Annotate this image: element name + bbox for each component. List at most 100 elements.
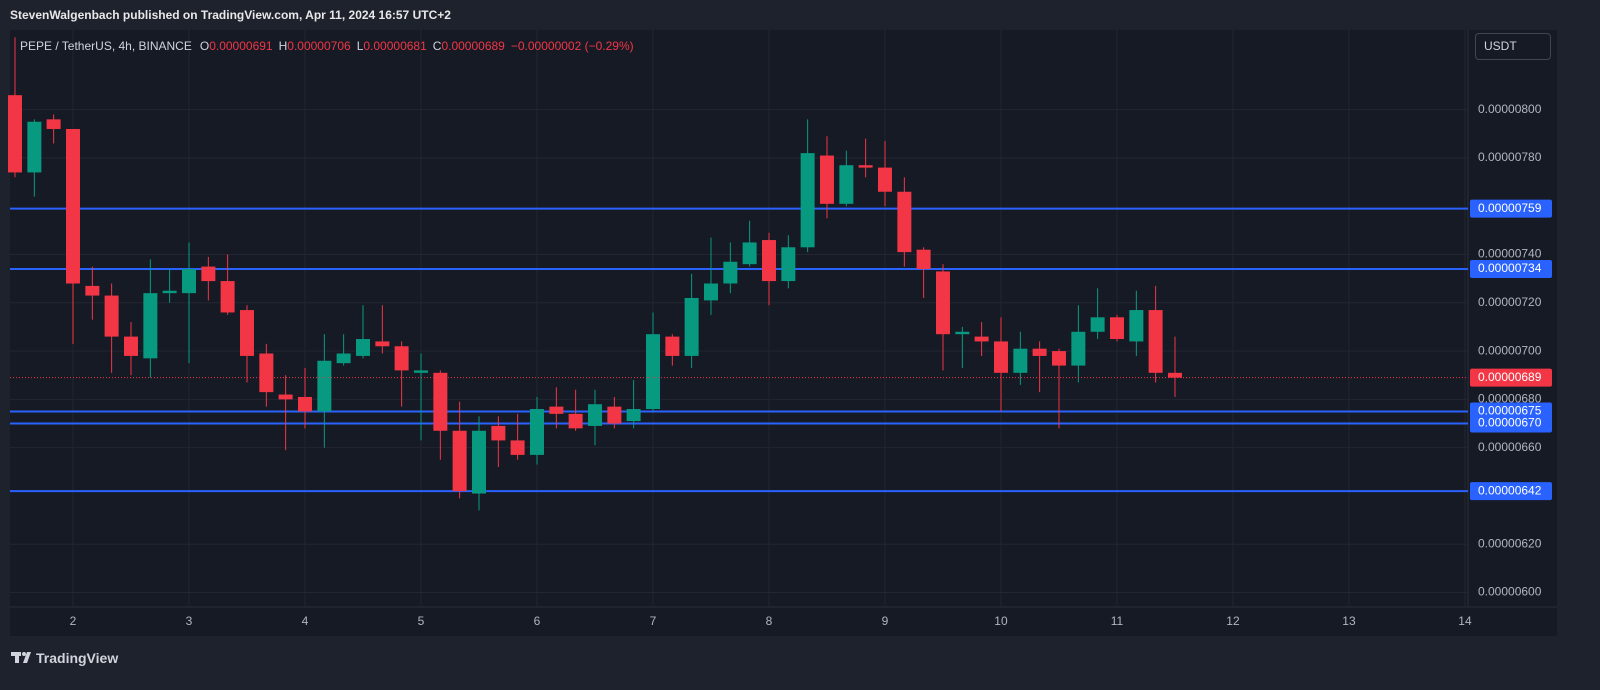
candle-body bbox=[104, 295, 119, 337]
y-tick-label: 0.00000680 bbox=[1478, 392, 1542, 406]
level-label-box bbox=[1470, 414, 1552, 433]
ohlc-value: 0.00000689 bbox=[441, 39, 505, 53]
ohlc-name: C bbox=[432, 39, 442, 53]
candle-body bbox=[742, 242, 757, 265]
currency-button[interactable]: USDT bbox=[1475, 33, 1551, 60]
y-tick-label: 0.00000700 bbox=[1478, 343, 1542, 357]
candle-body bbox=[974, 336, 989, 342]
level-label: 0.00000675 bbox=[1478, 404, 1542, 418]
y-tick-label: 0.00000800 bbox=[1478, 102, 1542, 116]
publisher-line: StevenWalgenbach published on TradingVie… bbox=[10, 8, 451, 22]
ohlc-name: L bbox=[356, 39, 364, 53]
x-tick-label: 12 bbox=[1226, 614, 1240, 628]
ohlc-name: O bbox=[199, 39, 210, 53]
x-tick-label: 10 bbox=[994, 614, 1008, 628]
symbol-legend: PEPE / TetherUS, 4h, BINANCE O0.00000691 H… bbox=[20, 39, 634, 53]
candle-body bbox=[65, 128, 80, 284]
level-label: 0.00000759 bbox=[1478, 201, 1542, 215]
candle-body bbox=[510, 440, 525, 455]
candle-body bbox=[162, 290, 177, 294]
level-label: 0.00000642 bbox=[1478, 483, 1542, 497]
level-label: 0.00000670 bbox=[1478, 416, 1542, 430]
candle-body bbox=[1109, 317, 1124, 340]
candle-body bbox=[85, 285, 100, 296]
brand-name: TradingView bbox=[36, 650, 119, 666]
ohlc-value: 0.00000681 bbox=[363, 39, 427, 53]
level-label-box bbox=[1470, 260, 1552, 279]
ohlc-value: 0.00000691 bbox=[209, 39, 273, 53]
candle-body bbox=[1071, 331, 1086, 366]
x-tick-label: 8 bbox=[766, 614, 773, 628]
y-tick-label: 0.00000660 bbox=[1478, 440, 1542, 454]
candle-body bbox=[201, 266, 216, 282]
candle-body bbox=[1129, 310, 1144, 342]
candle-body bbox=[1090, 317, 1105, 332]
candle-body bbox=[46, 119, 61, 129]
candle-body bbox=[181, 269, 196, 294]
candle-body bbox=[626, 409, 641, 422]
level-label-box bbox=[1470, 482, 1552, 501]
candle-body bbox=[645, 334, 660, 410]
x-tick-label: 3 bbox=[186, 614, 193, 628]
candle-body bbox=[143, 293, 158, 359]
candle-body bbox=[239, 310, 254, 356]
x-tick-label: 2 bbox=[70, 614, 77, 628]
candle-body bbox=[781, 247, 796, 282]
last-price-box bbox=[1470, 368, 1552, 387]
candle-body bbox=[897, 191, 912, 253]
candle-body bbox=[375, 341, 390, 347]
candle-body bbox=[317, 360, 332, 412]
candle-body bbox=[27, 121, 42, 173]
x-tick-label: 4 bbox=[302, 614, 309, 628]
last-price-label: 0.00000689 bbox=[1478, 370, 1542, 384]
ohlc-name: H bbox=[278, 39, 288, 53]
ohlc-value: 0.00000706 bbox=[287, 39, 351, 53]
candle-body bbox=[1148, 310, 1163, 373]
candle-body bbox=[433, 372, 448, 431]
y-tick-label: 0.00000620 bbox=[1478, 536, 1542, 550]
x-tick-label: 13 bbox=[1342, 614, 1356, 628]
candle-body bbox=[1167, 372, 1182, 378]
brand-logo bbox=[11, 652, 31, 663]
candle-body bbox=[452, 430, 467, 492]
candle-body bbox=[800, 153, 815, 248]
candle-body bbox=[297, 396, 312, 412]
candle-body bbox=[819, 155, 834, 204]
candle-body bbox=[491, 425, 506, 441]
level-label: 0.00000734 bbox=[1478, 261, 1542, 275]
x-tick-label: 14 bbox=[1458, 614, 1472, 628]
candle-body bbox=[1032, 348, 1047, 356]
y-tick-label: 0.00000740 bbox=[1478, 247, 1542, 261]
chart-background bbox=[10, 30, 1557, 636]
candle-body bbox=[1051, 351, 1066, 366]
candle-body bbox=[568, 413, 583, 429]
candle-body bbox=[259, 353, 274, 393]
candle-body bbox=[413, 370, 428, 373]
y-tick-label: 0.00000600 bbox=[1478, 585, 1542, 599]
x-tick-label: 7 bbox=[650, 614, 657, 628]
candle-body bbox=[1013, 348, 1028, 373]
y-tick-label: 0.00000720 bbox=[1478, 295, 1542, 309]
candle-body bbox=[529, 409, 544, 455]
y-tick-label: 0.00000780 bbox=[1478, 150, 1542, 164]
candle-body bbox=[278, 394, 293, 400]
symbol-title: PEPE / TetherUS, 4h, BINANCE bbox=[20, 39, 192, 53]
candle-body bbox=[607, 406, 622, 424]
candle-body bbox=[916, 249, 931, 270]
candle-body bbox=[993, 341, 1008, 373]
candle-body bbox=[684, 297, 699, 356]
candle-body bbox=[858, 165, 873, 168]
x-tick-label: 6 bbox=[534, 614, 541, 628]
candle-body bbox=[394, 346, 409, 371]
candle-body bbox=[761, 240, 776, 282]
candle-body bbox=[723, 261, 738, 284]
candle-body bbox=[955, 331, 970, 335]
candle-body bbox=[123, 336, 138, 356]
x-tick-label: 11 bbox=[1111, 614, 1124, 628]
x-tick-label: 9 bbox=[882, 614, 889, 628]
candle-body bbox=[587, 404, 602, 426]
plot-area bbox=[10, 30, 1468, 607]
price-change: −0.00000002 (−0.29%) bbox=[510, 39, 634, 53]
